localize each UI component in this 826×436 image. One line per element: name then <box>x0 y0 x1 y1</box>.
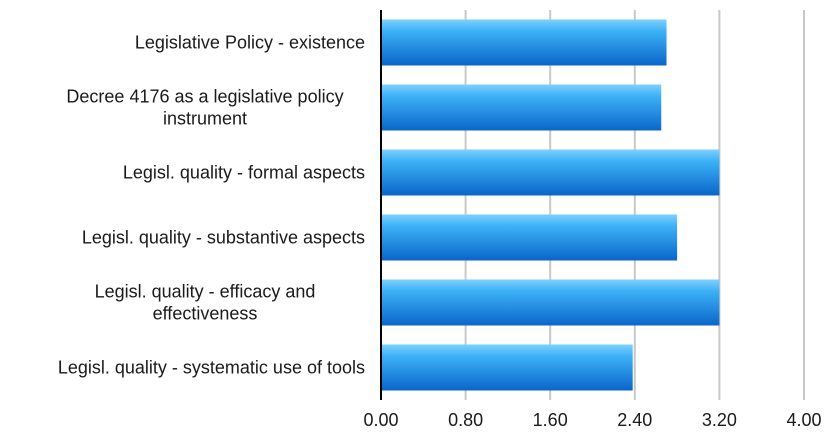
x-tick-label: 4.00 <box>786 410 821 430</box>
bar <box>381 279 720 326</box>
bar <box>381 84 662 131</box>
category-label: instrument <box>163 109 247 129</box>
x-tick-label: 3.20 <box>702 410 737 430</box>
category-label: Decree 4176 as a legislative policy <box>66 87 343 107</box>
category-label: Legisl. quality - systematic use of tool… <box>58 358 365 378</box>
bar <box>381 214 678 261</box>
category-label: Legisl. quality - substantive aspects <box>82 228 365 248</box>
tick-labels: 0.00 0.80 1.60 2.40 3.20 4.00 <box>363 410 821 430</box>
gridlines <box>464 10 805 400</box>
bars <box>381 19 720 391</box>
category-label: Legislative Policy - existence <box>135 33 365 53</box>
bar <box>381 19 667 66</box>
category-label: Legisl. quality - formal aspects <box>123 163 365 183</box>
x-tick-label: 0.00 <box>363 410 398 430</box>
x-tick-label: 0.80 <box>448 410 483 430</box>
x-tick-label: 2.40 <box>617 410 652 430</box>
category-labels: Legislative Policy - existence Decree 417… <box>58 33 365 378</box>
category-label: effectiveness <box>153 304 258 324</box>
category-label: Legisl. quality - efficacy and <box>95 282 316 302</box>
x-tick-label: 1.60 <box>533 410 568 430</box>
bar <box>381 149 720 196</box>
bar <box>381 344 633 391</box>
